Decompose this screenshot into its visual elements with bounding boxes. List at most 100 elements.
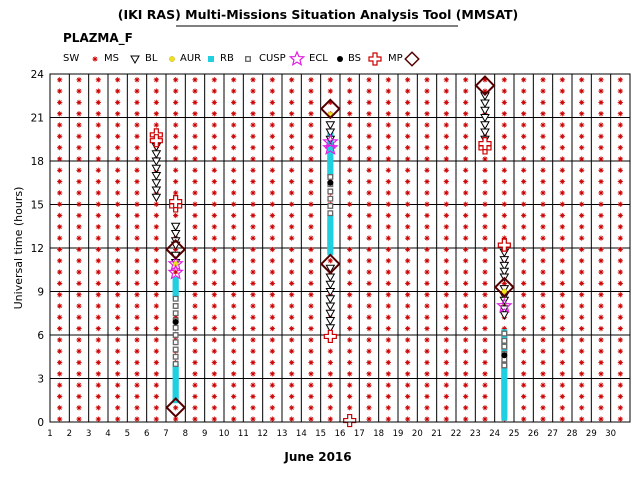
ms-asterisk-shape — [617, 302, 624, 310]
ms-asterisk-shape — [211, 280, 218, 287]
ms-asterisk-shape — [617, 393, 624, 400]
ms-point — [114, 314, 121, 321]
ms-asterisk-shape — [385, 121, 392, 129]
cusp-square-shape — [327, 202, 334, 209]
ms-asterisk-shape — [172, 212, 179, 219]
ms-point — [75, 291, 83, 298]
ms-asterisk-shape — [404, 404, 411, 411]
ms-asterisk-shape — [346, 121, 353, 129]
ms-point — [443, 212, 450, 219]
cusp-square-shape — [172, 332, 179, 338]
ms-asterisk-shape — [481, 416, 489, 423]
ms-asterisk-shape — [501, 99, 508, 106]
ms-asterisk-shape — [249, 291, 257, 298]
ms-point — [578, 336, 585, 343]
ms-point — [288, 235, 295, 242]
ms-asterisk-shape — [75, 110, 83, 117]
ms-point — [346, 201, 353, 208]
ms-asterisk-shape — [114, 178, 121, 185]
ms-point — [153, 121, 160, 129]
x-tick-label: 2 — [67, 429, 72, 439]
ms-point — [520, 382, 527, 389]
ms-point — [365, 235, 373, 242]
ms-point — [617, 133, 624, 140]
ms-point — [385, 201, 392, 208]
ms-point — [481, 404, 489, 411]
bl-point — [325, 317, 336, 326]
ms-asterisk-shape — [95, 404, 102, 411]
ms-asterisk-shape — [191, 99, 199, 106]
ms-asterisk-shape — [559, 291, 566, 298]
ms-point — [365, 348, 373, 355]
ms-asterisk-shape — [114, 212, 121, 219]
ms-point — [559, 336, 566, 343]
ms-point — [307, 189, 315, 196]
ms-asterisk-shape — [423, 189, 431, 196]
ms-point — [365, 189, 373, 196]
ms-point — [75, 201, 83, 208]
ms-asterisk-shape — [617, 257, 624, 264]
ms-asterisk-shape — [191, 88, 199, 95]
ms-point — [365, 99, 373, 106]
ms-asterisk-shape — [133, 348, 141, 355]
ms-asterisk-shape — [133, 393, 141, 400]
ms-asterisk-shape — [578, 189, 585, 196]
bl-triangle-shape — [151, 179, 162, 188]
ms-asterisk-shape — [501, 167, 508, 174]
ms-asterisk-shape — [423, 314, 431, 321]
ms-asterisk-shape — [153, 280, 160, 287]
ms-point — [520, 336, 527, 343]
ms-point — [617, 76, 624, 83]
ms-point — [597, 348, 605, 355]
ms-point — [520, 291, 527, 298]
ms-point — [481, 155, 489, 163]
ms-point — [327, 359, 334, 366]
ms-asterisk-shape — [153, 76, 160, 83]
ms-asterisk-shape — [578, 144, 585, 151]
ms-point — [230, 257, 237, 264]
ms-asterisk-shape — [539, 121, 547, 129]
ms-asterisk-shape — [597, 416, 605, 423]
ms-asterisk-shape — [95, 393, 102, 400]
mp-cross-shape — [149, 134, 163, 148]
ms-asterisk-shape — [559, 88, 566, 95]
ms-point — [346, 189, 353, 196]
ms-point — [539, 212, 547, 219]
ms-asterisk-shape — [520, 99, 527, 106]
ms-point — [230, 133, 237, 140]
ms-point — [559, 314, 566, 321]
ms-asterisk-shape — [617, 76, 624, 83]
ms-point — [462, 382, 469, 389]
ms-point — [230, 416, 237, 423]
ms-point — [307, 291, 315, 298]
ms-asterisk-shape — [385, 201, 392, 208]
ms-asterisk-shape — [539, 325, 547, 332]
bl-point — [151, 157, 162, 167]
ms-asterisk-shape — [404, 257, 411, 264]
ms-point — [249, 393, 257, 400]
ms-asterisk-shape — [95, 302, 102, 310]
ms-asterisk-shape — [462, 246, 469, 253]
ms-asterisk-shape — [423, 382, 431, 389]
ms-point — [133, 88, 141, 95]
ms-asterisk-shape — [539, 269, 547, 276]
ms-asterisk-shape — [385, 336, 392, 343]
ms-asterisk-shape — [230, 246, 237, 253]
cusp-square-shape — [501, 337, 508, 344]
ms-asterisk-shape — [249, 144, 257, 151]
ms-asterisk-shape — [539, 291, 547, 298]
ms-point — [288, 393, 295, 400]
ms-asterisk-shape — [95, 257, 102, 264]
ms-asterisk-shape — [114, 155, 121, 163]
ms-point — [75, 235, 83, 242]
ms-asterisk-shape — [269, 257, 276, 264]
ms-point — [365, 133, 373, 140]
ms-asterisk-shape — [385, 314, 392, 321]
cusp-point — [172, 310, 179, 317]
ms-asterisk-shape — [153, 257, 160, 264]
ms-point — [114, 212, 121, 219]
ms-point — [269, 76, 276, 83]
ms-asterisk-shape — [404, 393, 411, 400]
legend: SW MS BL AUR RB CUSP ECL BS MP — [63, 50, 420, 67]
ms-asterisk-shape — [520, 280, 527, 287]
